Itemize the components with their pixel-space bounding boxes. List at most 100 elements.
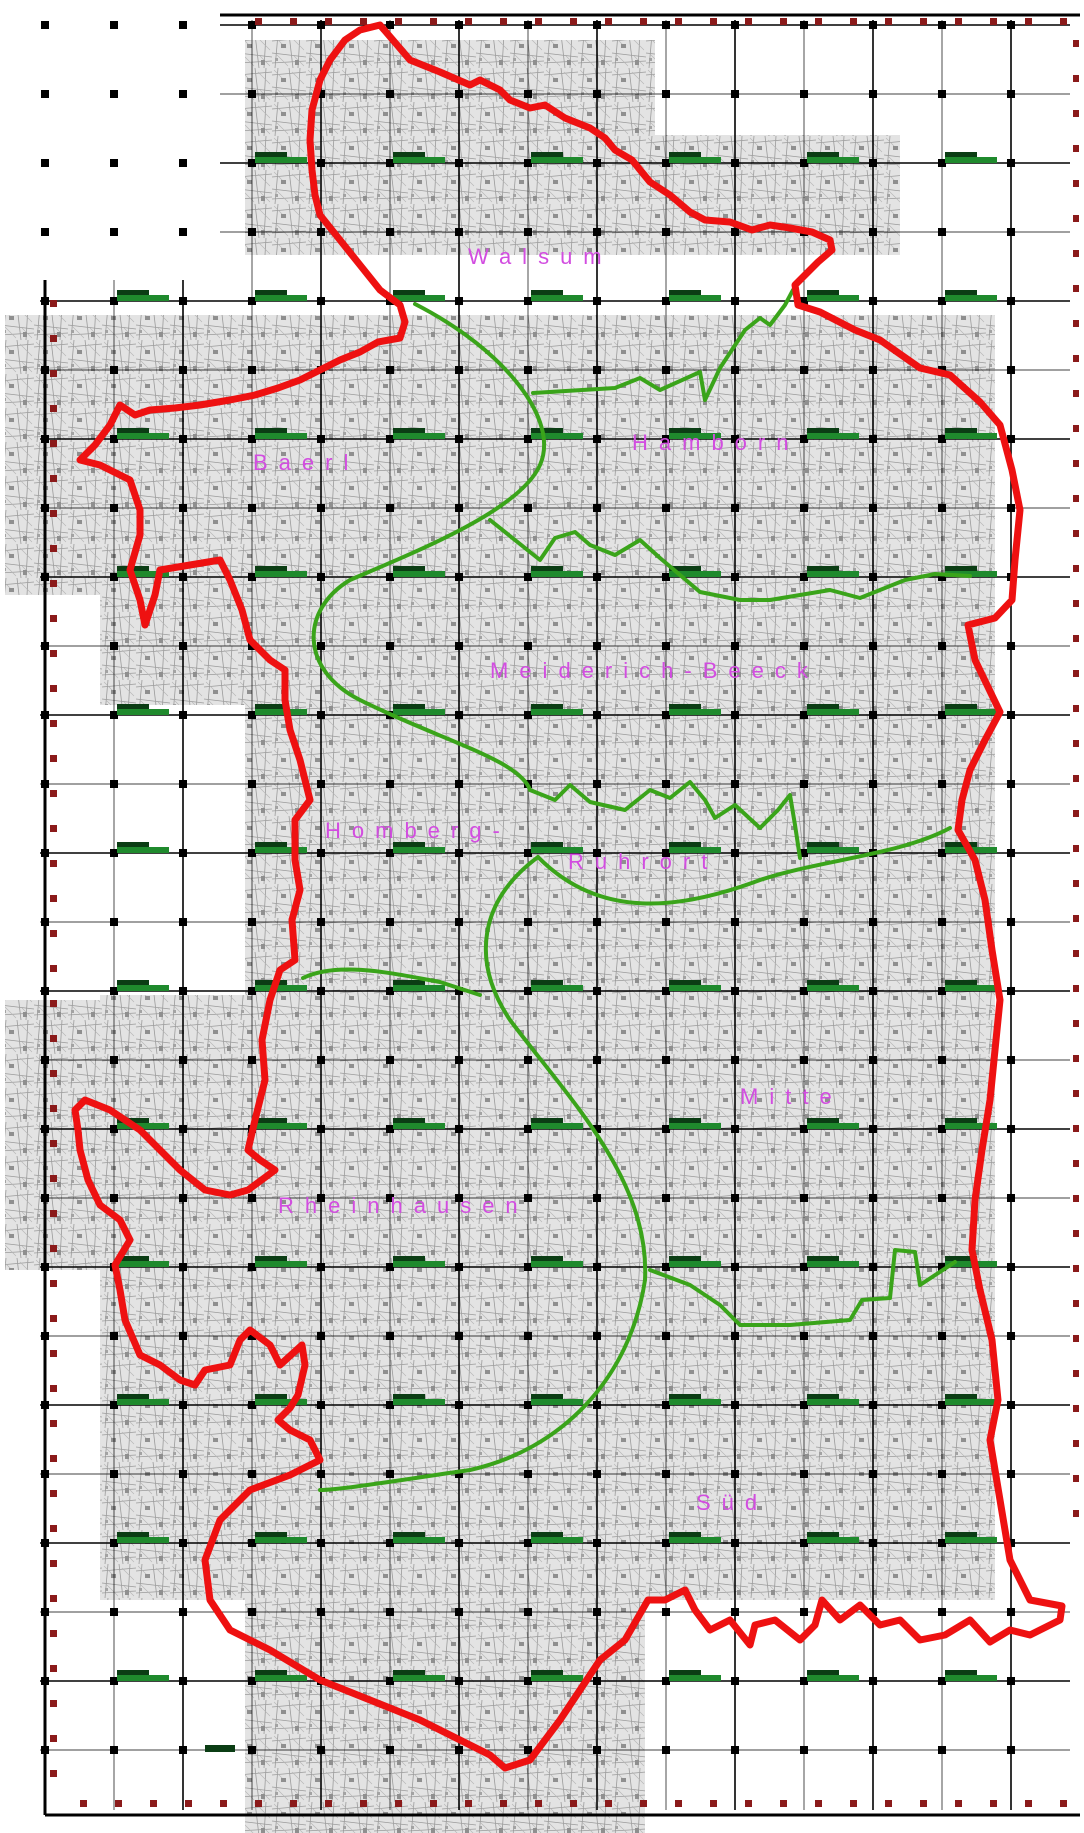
edge-tick-icon — [1073, 1230, 1079, 1237]
grid-node-icon — [41, 1608, 49, 1616]
grid-node-icon — [731, 366, 739, 374]
edge-tick-icon — [780, 1800, 787, 1807]
grid-node-icon — [731, 21, 739, 29]
district-boundary — [488, 518, 972, 602]
grid-node-icon — [386, 1125, 394, 1133]
edge-tick-icon — [1073, 845, 1079, 852]
grid-node-icon — [1007, 1263, 1015, 1271]
grid-node-icon — [731, 228, 739, 236]
grid-node-icon — [386, 435, 394, 443]
grid-node-icon — [662, 1125, 670, 1133]
edge-tick-icon — [1073, 355, 1079, 362]
edge-tick-icon — [395, 1800, 402, 1807]
grid-node-icon — [179, 1608, 187, 1616]
grid-node-icon — [179, 90, 187, 98]
grid-node-icon — [800, 1125, 808, 1133]
district-label-rheinhausen: Rheinhausen — [278, 1193, 529, 1218]
sheet-marker-icon — [255, 571, 307, 577]
grid-node-icon — [110, 504, 118, 512]
sheet-marker-icon — [945, 152, 977, 157]
grid-node-icon — [524, 711, 532, 719]
city-boundary — [71, 21, 1066, 1772]
grid-node-icon — [524, 1332, 532, 1340]
edge-tick-icon — [325, 1800, 332, 1807]
grid-node-icon — [800, 297, 808, 305]
sheet-marker-icon — [945, 1261, 997, 1267]
sheet-marker-icon — [669, 1394, 701, 1399]
grid-node-icon — [455, 573, 463, 581]
edge-tick-icon — [290, 1800, 297, 1807]
edge-tick-icon — [50, 685, 57, 692]
edge-tick-icon — [1073, 110, 1079, 117]
grid-node-icon — [110, 159, 118, 167]
edge-tick-icon — [780, 18, 787, 25]
grid-node-icon — [662, 1401, 670, 1409]
sheet-marker-icon — [945, 428, 977, 433]
grid-node-icon — [800, 918, 808, 926]
edge-tick-icon — [50, 1770, 57, 1777]
edge-tick-icon — [220, 1800, 227, 1807]
grid-node-icon — [110, 573, 118, 581]
edge-tick-icon — [185, 1800, 192, 1807]
edge-tick-icon — [1073, 880, 1079, 887]
grid-node-icon — [110, 1194, 118, 1202]
sheet-marker-icon — [531, 152, 563, 157]
grid-node-icon — [317, 1194, 325, 1202]
sheet-marker-icon — [393, 566, 425, 571]
edge-tick-icon — [50, 580, 57, 587]
grid-node-icon — [317, 987, 325, 995]
sheet-marker-icon — [807, 428, 839, 433]
edge-tick-icon — [50, 615, 57, 622]
sheet-marker-icon — [255, 1537, 307, 1543]
district-labels: Walsum Hamborn Baerl Meiderich-Beeck Hom… — [253, 244, 832, 1515]
edge-tick-icon — [80, 1800, 87, 1807]
grid-node-icon — [938, 711, 946, 719]
grid-node-icon — [869, 504, 877, 512]
grid-node-icon — [455, 435, 463, 443]
grid-node-icon — [455, 711, 463, 719]
grid-node-icon — [593, 711, 601, 719]
district-boundary — [648, 1248, 957, 1327]
grid-node-icon — [386, 1677, 394, 1685]
edge-tick-icon — [1073, 950, 1079, 957]
sheet-marker-icon — [531, 842, 563, 847]
edge-tick-icon — [1073, 740, 1079, 747]
grid-node-icon — [524, 642, 532, 650]
district-label-ruhrort: Ruhrort — [568, 849, 718, 874]
grid-node-icon — [317, 1539, 325, 1547]
grid-node-icon — [110, 711, 118, 719]
grid-node-icon — [179, 1470, 187, 1478]
grid-node-icon — [938, 1746, 946, 1754]
grid-node-icon — [593, 504, 601, 512]
sheet-marker-icon — [255, 1675, 307, 1681]
grid-node-icon — [179, 780, 187, 788]
edge-tick-icon — [50, 1280, 57, 1287]
edge-tick-icon — [885, 18, 892, 25]
grid-node-icon — [1007, 780, 1015, 788]
grid-node-icon — [938, 1608, 946, 1616]
sheet-marker-icon — [669, 571, 721, 577]
sheet-marker-icon — [255, 847, 307, 853]
sheet-marker-icon — [255, 157, 307, 163]
grid-node-icon — [179, 504, 187, 512]
grid-node-icon — [938, 435, 946, 443]
grid-node-icon — [1007, 1194, 1015, 1202]
grid-node-icon — [593, 366, 601, 374]
district-boundary — [531, 288, 795, 402]
grid-node-icon — [731, 1194, 739, 1202]
grid-node-icon — [110, 297, 118, 305]
grid-node-icon — [1007, 228, 1015, 236]
grid-node-icon — [662, 1263, 670, 1271]
sheet-marker-icon — [393, 1123, 445, 1129]
grid-node-icon — [110, 780, 118, 788]
grid-node-icon — [800, 849, 808, 857]
grid-node-icon — [317, 1401, 325, 1409]
grid-node-icon — [248, 1056, 256, 1064]
edge-tick-icon — [50, 1245, 57, 1252]
sheet-marker-icon — [255, 428, 287, 433]
grid-node-icon — [110, 90, 118, 98]
grid-node-icon — [593, 987, 601, 995]
sheet-marker-icon — [393, 704, 425, 709]
